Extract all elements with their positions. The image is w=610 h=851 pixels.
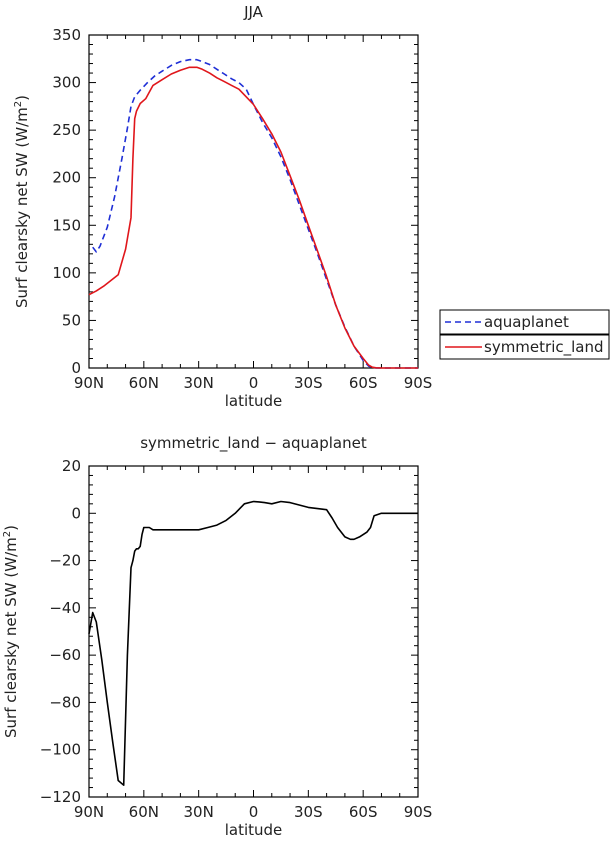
y-tick-label: −60 [49,646,81,664]
series-line-symmetric_land [88,66,418,369]
y-tick-label: 0 [71,504,81,522]
y-tick-label: 200 [52,169,81,187]
chart-2: symmetric_land − aquaplanet 90N 60N 30N 0 30S… [2,434,432,839]
x-tick-label: 0 [249,803,259,821]
y-tick-label: −100 [40,741,81,759]
x-tick-label: 30N [184,803,214,821]
y-tick-label: −20 [49,552,81,570]
x-tick-label: 0 [249,374,259,392]
y-tick-label: 350 [52,26,81,44]
y-axis-label: Surf clearsky net SW (W/m2) [2,525,20,738]
x-tick-label: 30N [184,374,214,392]
y-tick-label: −40 [49,599,81,617]
legend-label: aquaplanet [484,313,569,331]
x-tick-label: 90S [404,374,433,392]
x-tick-label: 60N [129,803,159,821]
x-tick-label: 30S [294,374,323,392]
plot-frame [88,465,419,798]
chart-title: JJA [243,3,264,21]
y-tick-label: 0 [71,359,81,377]
x-axis-label: latitude [225,821,283,839]
plot-frame [88,34,419,369]
x-tick-label: 60N [129,374,159,392]
legend-entry: aquaplanet [439,309,610,335]
x-tick-label: 90N [74,374,104,392]
chart-1: JJA 90N 60N 30N 0 30S 60S 90S 0 50 100 150 200 250 300… [13,3,610,410]
x-tick-label: 90N [74,803,104,821]
y-tick-label: 250 [52,121,81,139]
legend-label: symmetric_land [484,338,604,357]
y-tick-label: 150 [52,216,81,234]
y-tick-label: 100 [52,264,81,282]
y-tick-label: 50 [62,311,81,329]
y-tick-label: 300 [52,74,81,92]
x-tick-label: 90S [404,803,433,821]
x-tick-label: 30S [294,803,323,821]
series-line-diff-1 [88,500,418,787]
y-axis-label: Surf clearsky net SW (W/m2) [13,95,31,308]
x-tick-label: 60S [349,803,378,821]
chart-title: symmetric_land − aquaplanet [140,434,367,453]
y-tick-label: −80 [49,693,81,711]
x-tick-label: 60S [349,374,378,392]
x-axis-label: latitude [225,392,283,410]
series-line-aquaplanet [92,58,418,369]
y-tick-label: −120 [40,788,81,806]
legend-entry: symmetric_land [439,334,610,360]
y-tick-label: 20 [62,457,81,475]
